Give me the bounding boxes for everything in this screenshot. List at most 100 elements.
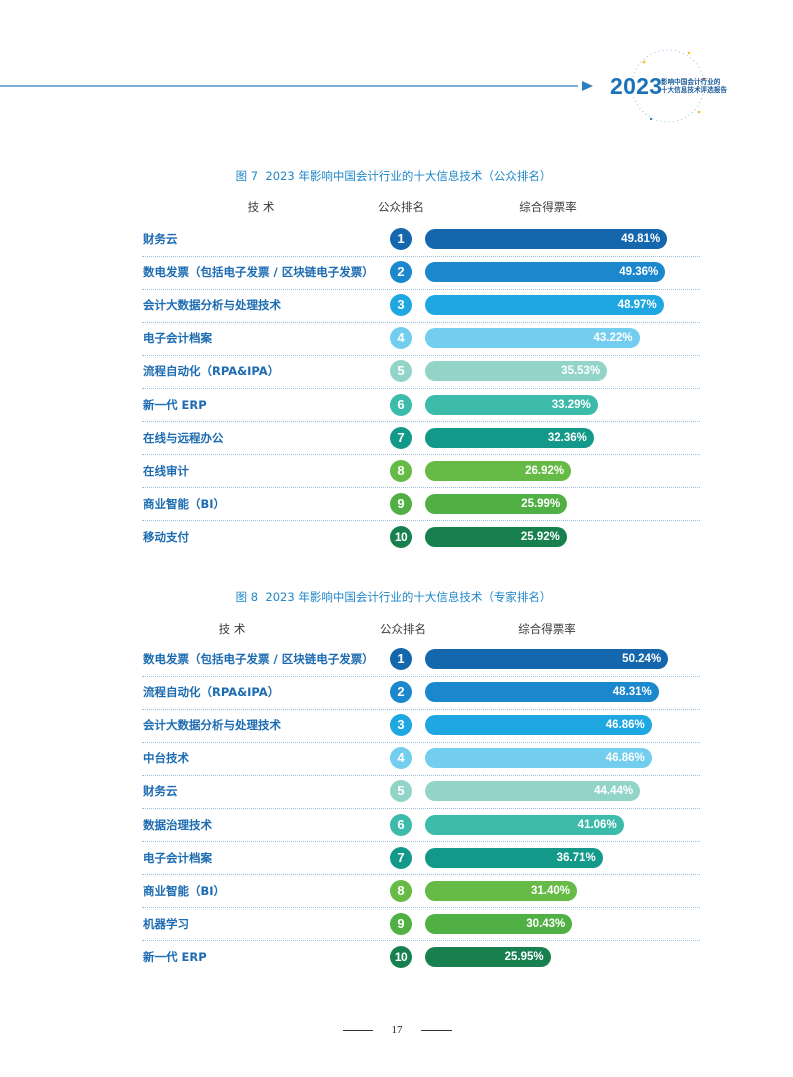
table-row: 会计大数据分析与处理技术 3 46.86% <box>0 714 793 737</box>
vote-rate-value: 46.86% <box>605 719 645 732</box>
technology-label: 商业智能（BI） <box>143 496 226 511</box>
rank-badge: 8 <box>390 459 412 482</box>
vote-rate-bar: 25.92% <box>425 526 567 547</box>
row-divider <box>142 354 700 356</box>
vote-rate-bar: 31.40% <box>425 880 577 901</box>
page-number: 17 <box>391 1024 403 1036</box>
technology-label: 商业智能（BI） <box>143 883 226 898</box>
rank-badge: 4 <box>390 747 412 770</box>
vote-rate-bar: 36.71% <box>425 847 603 868</box>
vote-rate-bar: 43.22% <box>425 328 640 349</box>
vote-rate-bar: 30.43% <box>425 913 573 934</box>
vote-rate-value: 32.36% <box>547 431 587 444</box>
table-row: 机器学习 9 30.43% <box>0 912 793 935</box>
table-row: 数电发票（包括电子发票 / 区块链电子发票） 2 49.36% <box>0 261 793 284</box>
technology-label: 会计大数据分析与处理技术 <box>143 718 281 733</box>
table-row: 商业智能（BI） 8 31.40% <box>0 879 793 902</box>
table-row: 中台技术 4 46.86% <box>0 747 793 770</box>
report-year: 2023 <box>610 73 663 99</box>
vote-rate-value: 30.43% <box>526 917 566 930</box>
vote-rate-value: 36.71% <box>556 851 596 864</box>
row-divider <box>142 874 700 876</box>
vote-rate-value: 35.53% <box>561 365 601 378</box>
rank-badge: 5 <box>390 780 412 803</box>
vote-rate-bar: 49.36% <box>425 262 666 283</box>
decor-dot <box>649 117 653 121</box>
vote-rate-bar: 33.29% <box>425 394 598 415</box>
rank-badge: 9 <box>390 492 412 515</box>
report-subtitle-line2: 十大信息技术评选报告 <box>661 86 727 94</box>
row-divider <box>142 841 700 842</box>
technology-label: 在线与远程办公 <box>143 430 224 445</box>
rank-badge: 1 <box>390 228 412 250</box>
vote-rate-bar: 49.81% <box>425 229 668 249</box>
vote-rate-value: 49.81% <box>621 233 661 245</box>
table-row: 电子会计档案 7 36.71% <box>0 846 793 869</box>
rank-badge: 3 <box>390 294 412 317</box>
vote-rate-value: 26.92% <box>525 464 565 477</box>
rank-badge: 3 <box>390 714 412 737</box>
vote-rate-bar: 32.36% <box>425 427 594 448</box>
rank-badge: 2 <box>390 261 412 284</box>
table-row: 数电发票（包括电子发票 / 区块链电子发票） 1 50.24% <box>0 648 793 670</box>
vote-rate-bar: 48.97% <box>425 295 664 316</box>
column-header-rank: 公众排名 <box>378 200 424 214</box>
rank-badge: 9 <box>390 912 412 935</box>
table-row: 流程自动化（RPA&IPA） 2 48.31% <box>0 681 793 704</box>
rank-badge: 7 <box>390 846 412 869</box>
row-divider <box>142 774 700 776</box>
rank-badge: 6 <box>390 393 412 416</box>
vote-rate-value: 25.95% <box>504 950 544 963</box>
table-row: 在线审计 8 26.92% <box>0 459 793 482</box>
table-row: 会计大数据分析与处理技术 3 48.97% <box>0 294 793 317</box>
technology-label: 数据治理技术 <box>143 817 212 832</box>
table-row: 新一代 ERP 10 25.95% <box>0 945 793 968</box>
rank-badge: 10 <box>390 525 412 548</box>
row-divider <box>142 520 700 522</box>
row-divider <box>142 940 700 942</box>
table-row: 流程自动化（RPA&IPA） 5 35.53% <box>0 360 793 383</box>
technology-label: 数电发票（包括电子发票 / 区块链电子发票） <box>143 265 374 280</box>
row-divider <box>142 741 700 743</box>
technology-label: 电子会计档案 <box>143 331 212 346</box>
vote-rate-bar: 46.86% <box>425 748 652 769</box>
column-header-vote-rate: 综合得票率 <box>519 200 577 214</box>
rank-badge: 5 <box>390 360 412 383</box>
header-decoration <box>0 49 706 123</box>
column-header-rank: 公众排名 <box>380 622 426 636</box>
footer-rule-right <box>421 1030 452 1031</box>
column-header-technology: 技 术 <box>247 200 275 214</box>
vote-rate-bar: 46.86% <box>425 715 652 736</box>
vote-rate-value: 44.44% <box>594 785 634 798</box>
technology-label: 新一代 ERP <box>143 397 207 412</box>
technology-label: 新一代 ERP <box>143 949 207 964</box>
vote-rate-value: 49.36% <box>619 266 659 279</box>
rank-badge: 1 <box>390 648 412 670</box>
vote-rate-bar: 41.06% <box>425 814 624 835</box>
decor-dot <box>687 51 691 55</box>
technology-label: 流程自动化（RPA&IPA） <box>143 364 280 379</box>
row-divider <box>142 454 700 456</box>
table-row: 数据治理技术 6 41.06% <box>0 813 793 836</box>
vote-rate-value: 43.22% <box>593 332 633 345</box>
table-row: 移动支付 10 25.92% <box>0 525 793 548</box>
rank-badge: 10 <box>390 945 412 968</box>
vote-rate-bar: 48.31% <box>425 682 659 703</box>
vote-rate-value: 31.40% <box>530 884 570 897</box>
technology-label: 中台技术 <box>143 751 189 766</box>
row-divider <box>142 387 700 389</box>
rank-badge: 8 <box>390 879 412 902</box>
rank-badge: 2 <box>390 681 412 704</box>
vote-rate-value: 46.86% <box>605 752 645 765</box>
vote-rate-value: 48.97% <box>617 299 657 312</box>
vote-rate-bar: 25.95% <box>425 946 551 967</box>
vote-rate-value: 25.99% <box>521 497 561 510</box>
technology-label: 流程自动化（RPA&IPA） <box>143 685 280 700</box>
column-header-technology: 技 术 <box>218 622 246 636</box>
table-row: 财务云 1 49.81% <box>0 228 793 250</box>
rank-badge: 4 <box>390 327 412 350</box>
chart-title: 图 7 2023 年影响中国会计行业的十大信息技术（公众排名） <box>235 169 552 183</box>
vote-rate-value: 25.92% <box>520 530 560 543</box>
technology-label: 机器学习 <box>143 916 189 931</box>
